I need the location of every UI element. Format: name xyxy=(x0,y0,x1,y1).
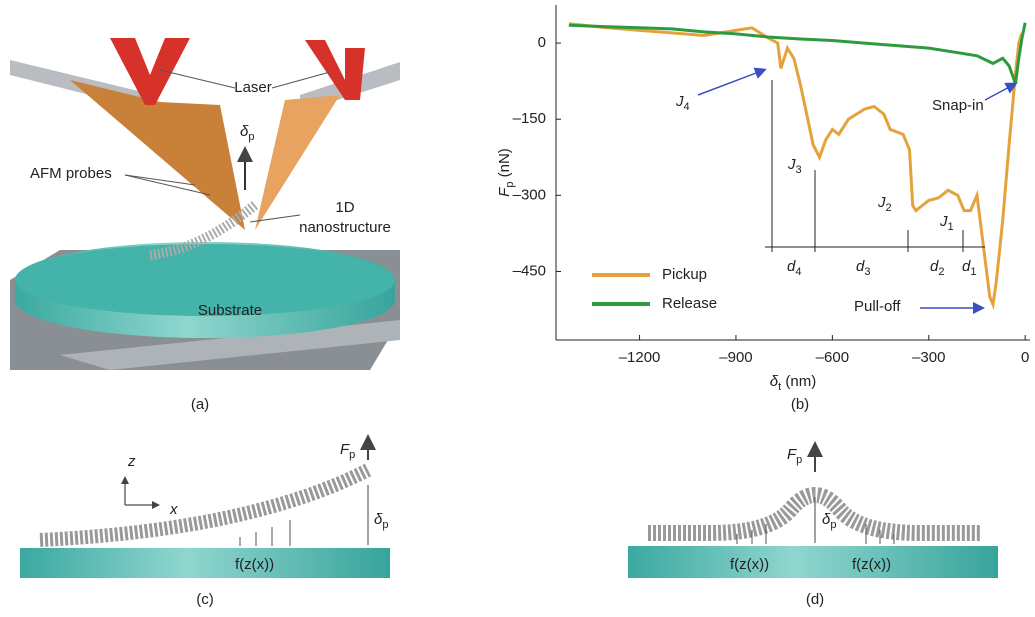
label-sub: 1 xyxy=(970,266,976,278)
caption: (d) xyxy=(806,591,824,608)
label-rest: (nN) xyxy=(496,148,513,181)
annotation: Snap-in xyxy=(932,97,984,114)
x-tick-label: –900 xyxy=(719,349,752,366)
substrate xyxy=(20,548,390,578)
springs xyxy=(240,520,290,546)
label: Substrate xyxy=(198,302,262,319)
legend-label: Pickup xyxy=(662,266,707,283)
annotation-arrow xyxy=(985,84,1015,100)
label-sub: 3 xyxy=(864,266,870,278)
nanostructure xyxy=(648,495,980,533)
x-tick-label: 0 xyxy=(1021,349,1029,366)
label-sub: 2 xyxy=(886,202,892,214)
label: x xyxy=(169,501,178,518)
substrate xyxy=(628,546,998,578)
annotation: J1 xyxy=(939,213,954,233)
caption: (a) xyxy=(191,396,209,413)
label-sub: 1 xyxy=(948,221,954,233)
caption: (c) xyxy=(196,591,214,608)
annotation: J4 xyxy=(675,93,690,113)
label: Laser xyxy=(234,79,272,96)
x-tick-label: –1200 xyxy=(619,349,661,366)
y-axis-label: Fp (nN) xyxy=(496,148,516,197)
leader xyxy=(272,72,330,88)
annotation-arrow xyxy=(698,70,764,95)
probe xyxy=(70,80,245,230)
x-tick-label: –600 xyxy=(816,349,849,366)
label: z xyxy=(127,453,136,470)
label-sub: 4 xyxy=(795,266,801,278)
annotation: d2 xyxy=(930,258,944,278)
panel-a: Laser AFM probes δp 1D nanostructure Sub… xyxy=(10,38,400,413)
label: f(z(x)) xyxy=(730,556,769,573)
panel-c: z x Fp δp f(z(x)) (c) xyxy=(20,438,390,608)
y-tick-label: –450 xyxy=(513,262,546,279)
label-rest: (nm) xyxy=(781,373,816,390)
annotation: d4 xyxy=(787,258,801,278)
y-tick-label: 0 xyxy=(538,34,546,51)
caption: (b) xyxy=(791,396,809,413)
label-sub: 4 xyxy=(684,101,690,113)
annotation: J3 xyxy=(787,156,802,176)
label: AFM probes xyxy=(30,165,112,182)
figure: Laser AFM probes δp 1D nanostructure Sub… xyxy=(0,0,1035,612)
label: Fp xyxy=(340,441,355,461)
leader xyxy=(250,215,300,222)
label: Fp xyxy=(787,446,802,466)
annotation: J2 xyxy=(877,194,892,214)
label: f(z(x)) xyxy=(852,556,891,573)
label-sub: 3 xyxy=(796,164,802,176)
label: 1D xyxy=(335,199,354,216)
probe xyxy=(255,95,340,230)
label: nanostructure xyxy=(299,219,391,236)
x-axis-label: δt (nm) xyxy=(770,373,816,393)
label: δp xyxy=(240,123,254,143)
annotation: Pull-off xyxy=(854,298,901,315)
x-tick-label: –300 xyxy=(912,349,945,366)
nanostructure xyxy=(40,470,368,540)
label: f(z(x)) xyxy=(235,556,274,573)
panel-d: Fp δp f(z(x)) f(z(x)) (d) xyxy=(628,445,998,608)
annotation: d1 xyxy=(962,258,976,278)
y-tick-label: –150 xyxy=(513,110,546,127)
chart: 0 –150 –300 –450 –1200 –900 –600 –300 0 δt (nm) Fp… xyxy=(496,5,1030,413)
leader xyxy=(160,70,235,88)
y-tick-label: –300 xyxy=(513,186,546,203)
annotation: d3 xyxy=(856,258,870,278)
label-sub: 2 xyxy=(938,266,944,278)
label: δp xyxy=(374,511,388,531)
legend-label: Release xyxy=(662,295,717,312)
